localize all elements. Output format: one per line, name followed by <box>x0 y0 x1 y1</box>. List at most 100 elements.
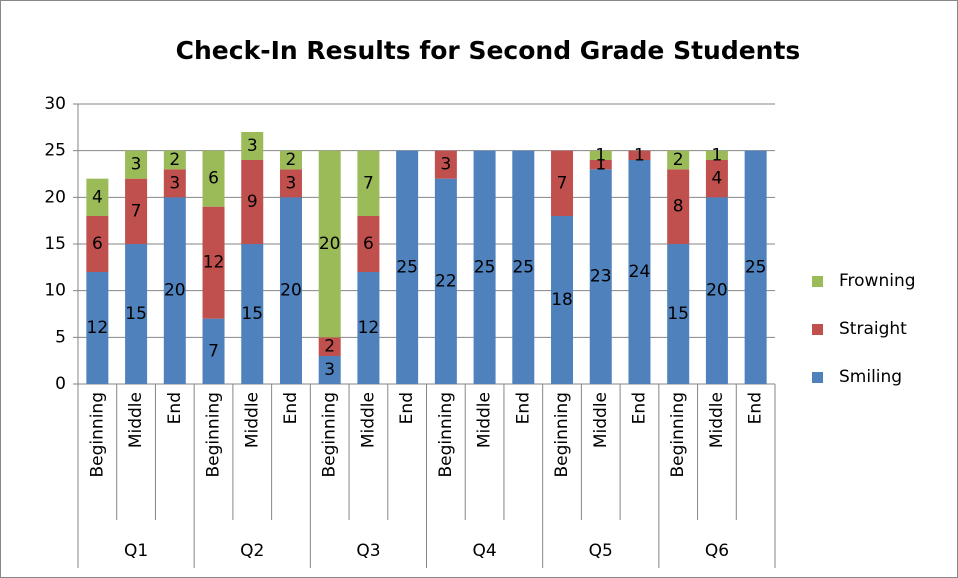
group-label: Q4 <box>472 541 496 561</box>
bar-segment <box>705 150 728 160</box>
bar-segment <box>279 169 302 198</box>
bar-segment <box>396 150 419 384</box>
y-tick-label: 30 <box>44 94 66 114</box>
x-tick-label: Beginning <box>87 392 107 477</box>
bar-segment <box>589 150 612 160</box>
bar-segment <box>279 150 302 170</box>
bar-segment <box>589 169 612 384</box>
data-label: 15 <box>125 304 147 324</box>
data-label: 20 <box>706 281 728 301</box>
x-tick-label: End <box>513 392 533 424</box>
bar-segment <box>125 150 148 179</box>
group-label: Q6 <box>705 541 729 561</box>
data-label: 1 <box>595 145 606 165</box>
bar-segment <box>628 150 651 160</box>
bar-segment <box>241 160 264 244</box>
data-label: 7 <box>208 341 219 361</box>
data-label: 6 <box>92 234 103 254</box>
bar-segment <box>667 169 690 244</box>
data-label: 25 <box>745 257 767 277</box>
data-label: 22 <box>435 271 457 291</box>
x-tick-label: End <box>629 392 649 424</box>
data-label: 25 <box>474 257 496 277</box>
x-tick-label: Beginning <box>204 392 224 477</box>
data-label: 2 <box>673 150 684 170</box>
bar-segment <box>357 216 380 272</box>
x-tick-label: Middle <box>591 392 611 448</box>
bar-segment <box>357 272 380 384</box>
data-label: 24 <box>629 262 651 282</box>
bar-segment <box>551 216 574 384</box>
data-label: 4 <box>712 169 723 189</box>
bar-segment <box>318 337 341 356</box>
bar-segment <box>744 150 767 384</box>
bar-segment <box>241 132 264 160</box>
x-tick-label: Beginning <box>668 392 688 477</box>
data-label: 7 <box>131 201 142 221</box>
bar-segment <box>434 178 457 384</box>
x-tick-label: End <box>746 392 766 424</box>
data-label: 12 <box>203 253 225 273</box>
x-tick-label: Middle <box>358 392 378 448</box>
bar-segment <box>705 197 728 384</box>
data-label: 6 <box>363 234 374 254</box>
group-label: Q3 <box>356 541 380 561</box>
data-label: 2 <box>324 337 335 357</box>
group-label: Q1 <box>124 541 148 561</box>
x-tick-label: End <box>397 392 417 424</box>
data-label: 3 <box>324 360 335 380</box>
data-label: 20 <box>280 281 302 301</box>
x-tick-label: Middle <box>126 392 146 448</box>
data-label: 12 <box>358 318 380 338</box>
bar-segment <box>86 216 109 272</box>
legend-swatch <box>812 324 823 335</box>
x-tick-label: Middle <box>707 392 727 448</box>
bar-segment <box>318 356 341 384</box>
bar-segment <box>125 178 148 244</box>
legend-swatch <box>812 372 823 383</box>
data-label: 6 <box>208 169 219 189</box>
y-tick-label: 5 <box>55 327 66 347</box>
y-tick-label: 10 <box>44 281 66 301</box>
bar-segment <box>163 197 186 384</box>
bar-segment <box>705 160 728 198</box>
legend-swatch <box>812 276 823 287</box>
data-label: 9 <box>247 192 258 212</box>
legend-label: Straight <box>839 319 907 339</box>
bar-segment <box>125 244 148 384</box>
data-label: 2 <box>169 150 180 170</box>
bar-segment <box>512 150 535 384</box>
data-label: 20 <box>319 234 341 254</box>
data-label: 15 <box>241 304 263 324</box>
y-tick-label: 25 <box>44 141 66 161</box>
bar-segment <box>628 160 651 384</box>
data-label: 2 <box>286 150 297 170</box>
bar-segment <box>318 150 341 338</box>
data-label: 8 <box>673 197 684 217</box>
x-tick-label: Beginning <box>436 392 456 477</box>
bar-segment <box>202 206 225 319</box>
x-tick-label: End <box>281 392 301 424</box>
data-label: 18 <box>551 290 573 310</box>
bar-segment <box>667 244 690 384</box>
data-label: 4 <box>92 187 103 207</box>
data-label: 7 <box>557 173 568 193</box>
bar-segment <box>202 318 225 384</box>
bar-segment <box>473 150 496 384</box>
data-label: 3 <box>247 136 258 156</box>
data-label: 15 <box>667 304 689 324</box>
chart-title: Check-In Results for Second Grade Studen… <box>176 36 801 65</box>
data-label: 1 <box>595 155 606 175</box>
data-label: 3 <box>131 155 142 175</box>
x-tick-label: Middle <box>475 392 495 448</box>
bar-segment <box>667 150 690 170</box>
data-label: 12 <box>87 318 109 338</box>
group-label: Q2 <box>240 541 264 561</box>
data-label: 1 <box>712 145 723 165</box>
y-tick-label: 15 <box>44 234 66 254</box>
data-label: 7 <box>363 173 374 193</box>
bar-segment <box>202 150 225 207</box>
data-label: 1 <box>634 145 645 165</box>
